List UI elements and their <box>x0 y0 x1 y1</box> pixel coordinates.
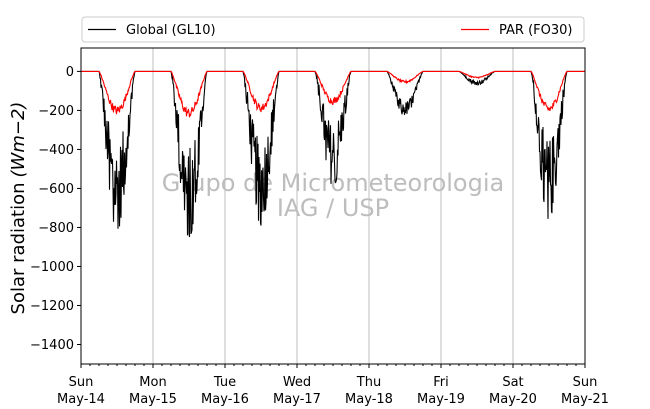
plot-area <box>81 70 585 238</box>
y-axis-label: Solar radiation <box>8 182 29 314</box>
x-tick-label-date: May-17 <box>273 392 321 407</box>
y-tick-label: −1200 <box>30 299 74 314</box>
y-tick-label: −1400 <box>30 338 74 353</box>
legend: Global (GL10) PAR (FO30) <box>81 16 585 43</box>
grid-lines <box>152 48 514 364</box>
series-line-par <box>81 70 585 118</box>
x-axis-ticks: Sun May-14 Mon May-15 Tue May-16 Wed May-17 Thu M… <box>57 364 609 407</box>
legend-frame <box>81 16 585 43</box>
x-tick-label-day: Sat <box>502 375 523 390</box>
legend-label-global: Global (GL10) <box>126 23 216 38</box>
y-axis-ticks: 0 −200 −400 −600 −800 −1000 −1200 −1400 <box>30 65 81 353</box>
x-tick-label-date: May-15 <box>129 392 177 407</box>
y-tick-label: −1000 <box>30 260 74 275</box>
legend-label-par: PAR (FO30) <box>499 23 572 38</box>
x-tick-label-date: May-19 <box>417 392 465 407</box>
watermark-line-2: IAG / USP <box>277 194 389 222</box>
y-tick-label: −200 <box>38 104 74 119</box>
y-tick-label: −600 <box>38 182 74 197</box>
x-tick-label-day: Tue <box>213 375 236 390</box>
x-tick-label-day: Thu <box>356 375 381 390</box>
x-tick-label-day: Wed <box>283 375 311 390</box>
x-tick-label-date: May-14 <box>57 392 105 407</box>
x-tick-label-date: May-20 <box>489 392 537 407</box>
x-tick-label-date: May-21 <box>561 392 609 407</box>
x-tick-label-date: May-18 <box>345 392 393 407</box>
y-tick-label: −400 <box>38 143 74 158</box>
y-axis-title: Solar radiation (Wm−2) <box>8 102 29 315</box>
x-tick-label-date: May-16 <box>201 392 249 407</box>
x-tick-label-day: Sun <box>573 375 598 390</box>
x-tick-label-day: Mon <box>139 375 166 390</box>
x-tick-label-day: Sun <box>69 375 94 390</box>
y-axis-unit: (Wm−2) <box>8 102 29 178</box>
x-tick-label-day: Fri <box>433 375 449 390</box>
y-tick-label: 0 <box>66 65 74 80</box>
watermark-line-1: Grupo de Micrometeorologia <box>162 169 504 197</box>
y-tick-label: −800 <box>38 221 74 236</box>
